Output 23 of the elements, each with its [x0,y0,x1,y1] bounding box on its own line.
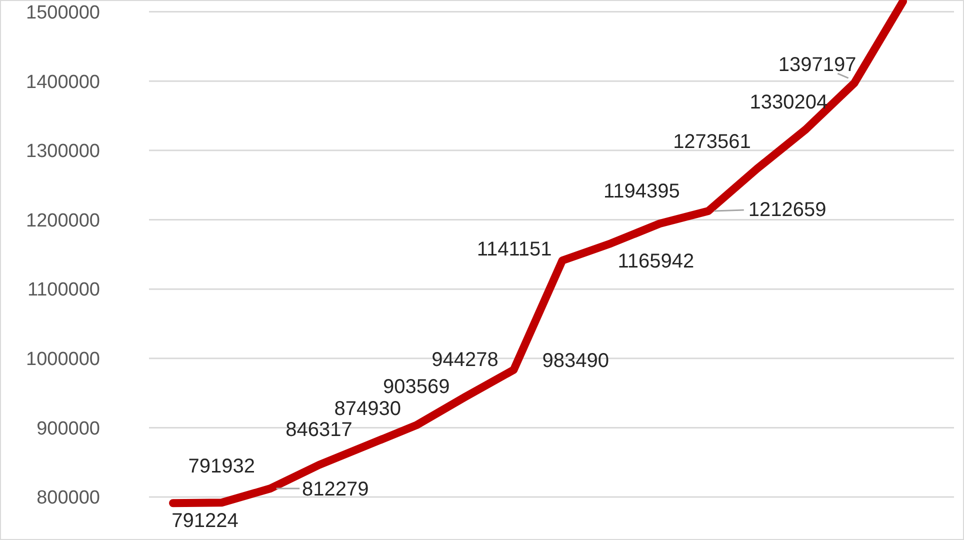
y-tick-label: 1100000 [27,280,100,301]
y-tick-label: 800000 [36,488,100,509]
data-label: 1141151 [476,238,552,261]
data-label: 903569 [382,376,450,398]
y-tick-label: 1000000 [26,349,100,370]
data-label: 874930 [334,398,402,420]
data-label: 846317 [286,418,352,441]
data-label: 1194395 [603,180,680,203]
y-tick-label: 1400000 [26,72,100,93]
data-label: 791224 [172,510,238,532]
data-label: 1397197 [778,54,856,76]
y-tick-label: 1300000 [26,141,100,162]
data-label: 1165942 [618,250,694,272]
y-tick-label: 900000 [36,418,100,440]
data-label: 1212659 [748,198,826,221]
y-tick-label: 1500000 [26,2,100,24]
data-label: 944278 [432,349,498,372]
data-label: 812279 [302,478,369,501]
data-label: 983490 [542,350,610,372]
data-label: 1330204 [750,91,828,114]
y-tick-label: 1200000 [26,210,100,232]
data-label: 1273561 [673,130,751,153]
data-label: 791932 [188,456,256,478]
